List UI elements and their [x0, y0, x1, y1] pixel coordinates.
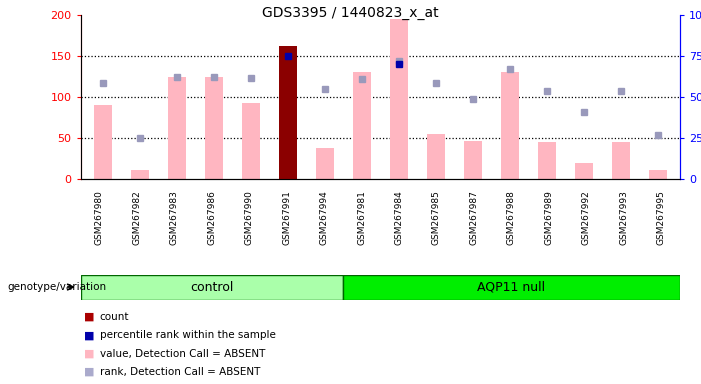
Text: GSM267983: GSM267983	[170, 190, 179, 245]
Bar	[501, 73, 519, 179]
Bar	[130, 170, 149, 179]
Text: GSM267980: GSM267980	[95, 190, 104, 245]
Text: GSM267993: GSM267993	[619, 190, 628, 245]
Text: GSM267990: GSM267990	[245, 190, 254, 245]
Text: GSM267982: GSM267982	[132, 190, 142, 245]
Bar	[611, 142, 630, 179]
Text: percentile rank within the sample: percentile rank within the sample	[100, 330, 275, 340]
Text: GSM267985: GSM267985	[432, 190, 441, 245]
Text: value, Detection Call = ABSENT: value, Detection Call = ABSENT	[100, 349, 265, 359]
Text: ■: ■	[84, 330, 95, 340]
Text: control: control	[190, 281, 233, 293]
Text: GSM267984: GSM267984	[395, 190, 404, 245]
Bar	[538, 142, 556, 179]
Text: GSM267987: GSM267987	[470, 190, 479, 245]
Bar	[168, 76, 186, 179]
Bar	[315, 147, 334, 179]
Text: GDS3395 / 1440823_x_at: GDS3395 / 1440823_x_at	[262, 6, 439, 20]
Bar	[343, 275, 680, 300]
Bar	[353, 73, 371, 179]
Bar	[463, 141, 482, 179]
Bar	[390, 19, 408, 179]
Text: genotype/variation: genotype/variation	[7, 282, 106, 292]
Text: GSM267995: GSM267995	[657, 190, 666, 245]
Text: GSM267989: GSM267989	[545, 190, 553, 245]
Bar	[205, 76, 223, 179]
Text: GSM267988: GSM267988	[507, 190, 516, 245]
Bar	[575, 163, 593, 179]
Bar	[93, 105, 112, 179]
Text: count: count	[100, 312, 129, 322]
Text: GSM267992: GSM267992	[582, 190, 591, 245]
Text: GSM267981: GSM267981	[357, 190, 366, 245]
Text: ■: ■	[84, 349, 95, 359]
Bar	[648, 170, 667, 179]
Text: rank, Detection Call = ABSENT: rank, Detection Call = ABSENT	[100, 367, 260, 377]
Bar	[81, 275, 343, 300]
Text: ■: ■	[84, 367, 95, 377]
Text: GSM267991: GSM267991	[282, 190, 291, 245]
Bar	[426, 134, 445, 179]
Bar	[278, 46, 297, 179]
Text: ■: ■	[84, 312, 95, 322]
Bar	[242, 103, 260, 179]
Text: GSM267986: GSM267986	[207, 190, 216, 245]
Text: AQP11 null: AQP11 null	[477, 281, 545, 293]
Text: GSM267994: GSM267994	[320, 190, 329, 245]
